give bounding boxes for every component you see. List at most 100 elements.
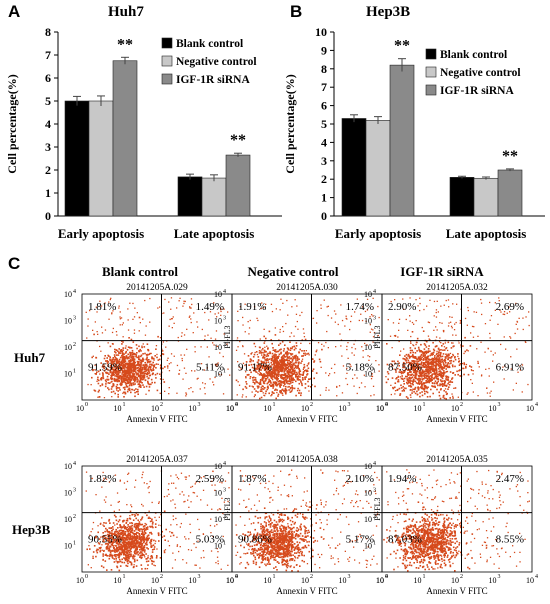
cell-point [156, 555, 158, 557]
cell-point [125, 385, 128, 387]
cell-point [286, 363, 288, 366]
cell-point [267, 355, 270, 357]
cell-point [420, 354, 422, 356]
cell-point [108, 527, 111, 529]
cell-point [418, 348, 420, 350]
cell-point [258, 554, 261, 557]
cell-point [279, 309, 281, 311]
cell-point [295, 347, 297, 350]
cell-point [394, 299, 396, 301]
cell-point [125, 519, 128, 522]
cell-point [183, 367, 186, 369]
cell-point [325, 341, 327, 344]
cell-point [112, 546, 114, 548]
cell-point [416, 358, 419, 360]
cell-point [447, 365, 449, 368]
cell-point [141, 346, 143, 349]
cell-point [525, 316, 527, 318]
cell-point [133, 551, 136, 553]
cell-point [278, 339, 280, 341]
cell-point [172, 534, 175, 537]
y-tick-label: 5 [45, 94, 51, 108]
x-tick-exponent: 2 [160, 574, 163, 580]
cell-point [196, 495, 198, 497]
cell-point [238, 366, 240, 368]
cell-point [97, 542, 100, 544]
cell-point [316, 310, 318, 312]
cell-point [425, 356, 427, 358]
cell-point [424, 365, 426, 368]
cell-point [346, 348, 348, 351]
cell-point [119, 374, 121, 377]
cell-point [119, 545, 121, 548]
cell-point [139, 546, 142, 549]
cell-point [499, 309, 501, 311]
cell-point [141, 568, 143, 570]
cell-point [423, 384, 426, 387]
y-tick-label: 1 [321, 191, 327, 205]
cell-point [280, 352, 282, 354]
cell-point [286, 378, 288, 380]
cell-point [144, 334, 147, 336]
cell-point [163, 550, 165, 552]
cell-point [116, 530, 119, 533]
cell-point [130, 541, 132, 544]
cell-point [452, 345, 454, 348]
cell-point [279, 359, 281, 361]
cell-point [116, 362, 118, 365]
cell-point [108, 518, 111, 521]
cell-point [117, 542, 119, 544]
cell-point [195, 564, 197, 566]
cell-point [418, 372, 421, 375]
cell-point [452, 353, 454, 356]
cell-point [427, 364, 429, 366]
cell-point [271, 355, 274, 358]
cell-point [416, 359, 418, 361]
cell-point [226, 343, 228, 345]
cell-point [253, 363, 255, 366]
cell-point [125, 345, 127, 347]
cell-point [414, 392, 417, 395]
cell-point [429, 375, 432, 377]
cell-point [121, 546, 123, 549]
cell-point [139, 537, 141, 539]
cell-point [405, 368, 407, 370]
cell-point [262, 347, 264, 350]
cell-point [419, 309, 421, 312]
cell-point [222, 355, 224, 358]
cell-point [140, 378, 142, 380]
cell-point [508, 306, 510, 308]
cell-point [136, 356, 138, 359]
cell-point [127, 381, 129, 383]
cell-point [203, 369, 206, 371]
cell-point [420, 366, 422, 368]
cell-point [151, 518, 153, 520]
cell-point [301, 382, 303, 385]
cell-point [117, 553, 119, 556]
cell-point [312, 368, 315, 370]
chart-a-title: Huh7 [108, 4, 144, 20]
cell-point [267, 352, 269, 355]
cell-point [140, 528, 142, 530]
cell-point [249, 358, 252, 360]
cell-point [431, 376, 433, 379]
cell-point [249, 376, 252, 378]
cell-point [110, 366, 112, 368]
cell-point [132, 302, 134, 305]
cell-point [128, 368, 131, 370]
cell-point [424, 363, 427, 366]
cell-point [300, 373, 302, 376]
cell-point [398, 340, 400, 343]
cell-point [143, 529, 146, 531]
cell-point [95, 536, 97, 538]
cell-point [279, 383, 282, 385]
cell-point [341, 319, 344, 322]
y-tick-label: 10 [364, 317, 372, 326]
cell-point [144, 568, 146, 570]
cell-point [252, 360, 254, 362]
cell-point [410, 386, 413, 388]
cell-point [121, 537, 123, 540]
cell-point [150, 383, 152, 386]
cell-point [153, 564, 155, 566]
cell-point [440, 359, 443, 361]
